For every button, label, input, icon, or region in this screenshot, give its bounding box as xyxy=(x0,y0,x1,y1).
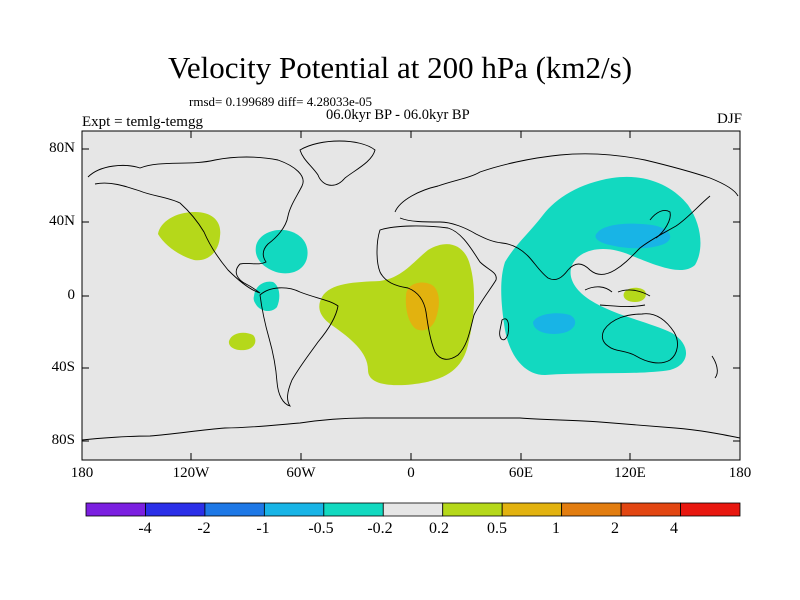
africa-coast xyxy=(376,225,497,360)
colorbar-label-neg4: -4 xyxy=(138,520,152,537)
colorbar-segment xyxy=(501,502,563,517)
y-label-80n: 80N xyxy=(49,140,75,156)
period-label: 06.0kyr BP - 06.0kyr BP xyxy=(326,107,470,123)
greenland-coast xyxy=(299,140,376,186)
japan-coast xyxy=(649,209,671,239)
se-pacific-positive-region xyxy=(228,332,256,351)
x-label-180e: 180 xyxy=(728,465,752,481)
colorbar-label-0-2: 0.2 xyxy=(429,520,449,537)
colorbar-segment xyxy=(620,502,681,517)
y-label-80s: 80S xyxy=(51,432,75,448)
season-label: DJF xyxy=(716,111,742,127)
contour-fields xyxy=(82,140,740,441)
colorbar-segment xyxy=(145,502,206,517)
colorbar-segment xyxy=(204,502,265,517)
coastlines xyxy=(82,140,740,441)
colorbar-segment xyxy=(382,502,444,517)
x-label-60e: 60E xyxy=(508,465,534,481)
y-label-40n: 40N xyxy=(49,213,75,229)
southern-indian-core-region xyxy=(533,313,576,334)
axis-ticks xyxy=(82,131,740,460)
south-america-coast xyxy=(259,287,339,407)
australia-coast xyxy=(601,313,678,364)
indonesia-coast xyxy=(584,286,651,308)
colorbar-segment xyxy=(85,502,146,517)
antarctica-coast xyxy=(82,417,740,441)
east-asia-core-region xyxy=(595,223,671,249)
colorbar-label-neg2: -2 xyxy=(197,520,211,537)
x-label-180w: 180 xyxy=(70,465,94,481)
colorbar-label-4: 4 xyxy=(670,520,678,537)
atlantic-africa-positive-region xyxy=(319,244,475,386)
y-label-40s: 40S xyxy=(51,359,75,375)
eurasia-coast xyxy=(394,153,739,281)
n-pacific-positive-region xyxy=(158,212,221,261)
y-label-0: 0 xyxy=(67,287,76,303)
gulf-of-mexico-negative-region xyxy=(255,229,308,274)
colorbar-label-neg1: -1 xyxy=(256,520,270,537)
x-label-120w: 120W xyxy=(172,465,210,481)
colorbar-label-2: 2 xyxy=(611,520,619,537)
north-america-coast xyxy=(87,156,304,294)
new-zealand-coast xyxy=(711,355,718,379)
tropical-atlantic-core-region xyxy=(405,282,439,331)
madagascar-coast xyxy=(499,318,510,341)
colorbar-segment xyxy=(680,502,741,517)
rmsd-diff-stats: rmsd= 0.199689 diff= 4.28033e-05 xyxy=(189,94,373,109)
experiment-label: Expt = temlg-temgg xyxy=(82,114,203,130)
x-label-120e: 120E xyxy=(614,465,646,481)
x-label-60w: 60W xyxy=(286,465,316,481)
colorbar-segment xyxy=(442,502,503,517)
colorbar-label-neg0-5: -0.5 xyxy=(308,520,334,537)
colorbar-label-neg0-2: -0.2 xyxy=(367,520,393,537)
colorbar xyxy=(85,502,741,517)
colorbar-segment xyxy=(561,502,622,517)
x-label-0: 0 xyxy=(407,465,415,481)
colorbar-label-0-5: 0.5 xyxy=(487,520,507,537)
colorbar-segment xyxy=(323,502,384,517)
plot-title: Velocity Potential at 200 hPa (km2/s) xyxy=(167,50,633,85)
colorbar-label-1: 1 xyxy=(552,520,560,537)
colorbar-segment xyxy=(263,502,325,517)
